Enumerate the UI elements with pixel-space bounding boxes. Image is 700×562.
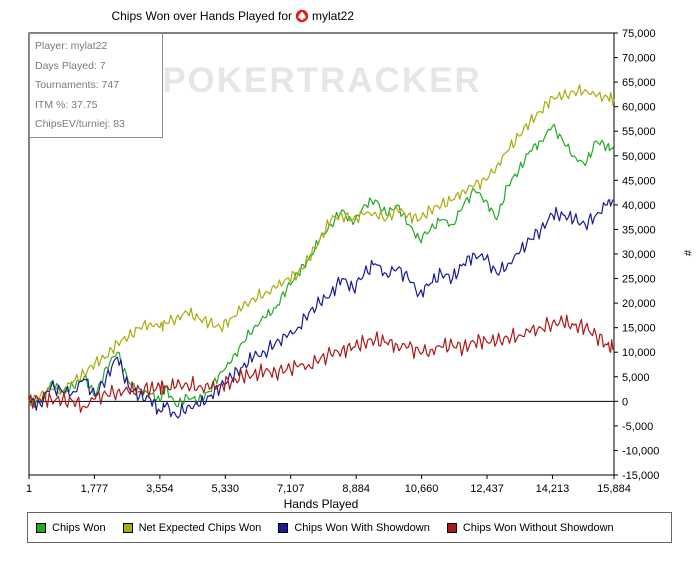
y-tick-label: -15,000 — [622, 470, 659, 482]
y-tick-label: 55,000 — [622, 126, 656, 138]
legend-item-without-showdown[interactable]: Chips Won Without Showdown — [446, 521, 614, 534]
y-axis-label: # — [681, 250, 693, 257]
stat-days-played: Days Played: 7 — [35, 59, 106, 72]
y-tick-label: 65,000 — [622, 77, 656, 89]
watermark: POKERTRACKER — [162, 61, 482, 100]
y-tick-label: 75,000 — [622, 28, 656, 40]
legend-swatch — [446, 522, 457, 533]
y-tick-label: 25,000 — [622, 274, 656, 286]
x-tick-label: 1 — [26, 483, 32, 495]
x-tick-label: 14,213 — [536, 483, 570, 495]
y-tick-label: 20,000 — [622, 298, 656, 310]
chart-title: Chips Won over Hands Played for — [111, 9, 292, 23]
legend-swatch — [122, 522, 133, 533]
y-tick-label: 10,000 — [622, 347, 656, 359]
x-tick-label: 5,330 — [212, 483, 240, 495]
x-tick-label: 3,554 — [146, 483, 174, 495]
player-stats-box: Player: mylat22 Days Played: 7 Tournamen… — [29, 33, 163, 138]
y-axis: -15,000 -10,000 -5,000 0 5,000 10,000 15,000 20… — [614, 28, 659, 482]
stat-chipsev: ChipsEV/turniej: 83 — [35, 118, 125, 130]
x-tick-label: 7,107 — [277, 483, 305, 495]
y-tick-label: 50,000 — [622, 151, 656, 163]
series-line — [28, 123, 615, 408]
series-group — [28, 84, 615, 419]
y-tick-label: 15,000 — [622, 323, 656, 335]
y-tick-label: 5,000 — [622, 372, 650, 384]
legend-item-net-expected[interactable]: Net Expected Chips Won — [122, 521, 262, 534]
y-tick-label: 60,000 — [622, 102, 656, 114]
chart-title-player: mylat22 — [312, 9, 354, 23]
y-tick-label: 30,000 — [622, 249, 656, 261]
y-tick-label: 40,000 — [622, 200, 656, 212]
legend-swatch — [36, 522, 46, 533]
legend-swatch — [278, 522, 289, 533]
legend-label: Net Expected Chips Won — [138, 521, 262, 534]
stat-tournaments: Tournaments: 747 — [35, 79, 120, 91]
x-tick-label: 1,777 — [81, 483, 109, 495]
x-tick-label: 8,884 — [342, 483, 370, 495]
y-tick-label: -5,000 — [622, 421, 653, 433]
x-tick-label: 10,660 — [405, 483, 439, 495]
stat-player: Player: mylat22 — [35, 40, 108, 52]
legend-label: Chips Won With Showdown — [294, 521, 430, 534]
series-line — [28, 314, 615, 413]
y-tick-label: -10,000 — [622, 445, 659, 457]
x-axis: 1 1,777 3,554 5,330 7,107 8,884 10,660 12,437 14… — [26, 475, 631, 495]
y-tick-label: 70,000 — [622, 53, 656, 65]
legend-label: Chips Won Without Showdown — [462, 521, 614, 534]
y-tick-label: 35,000 — [622, 224, 656, 236]
x-tick-label: 15,884 — [597, 483, 631, 495]
x-axis-label: Hands Played — [284, 497, 359, 511]
legend-label: Chips Won — [52, 521, 106, 534]
spade-icon — [295, 9, 309, 23]
y-tick-label: 0 — [622, 396, 628, 408]
y-tick-label: 45,000 — [622, 175, 656, 187]
legend-item-with-showdown[interactable]: Chips Won With Showdown — [278, 522, 430, 534]
series-line — [28, 199, 615, 419]
legend: Chips Won Net Expected Chips Won Chips W… — [27, 512, 672, 543]
legend-item-chips-won[interactable]: Chips Won — [36, 522, 106, 534]
series-line — [28, 84, 615, 407]
stat-itm: ITM %: 37.75 — [35, 98, 98, 111]
x-tick-label: 12,437 — [470, 483, 504, 495]
